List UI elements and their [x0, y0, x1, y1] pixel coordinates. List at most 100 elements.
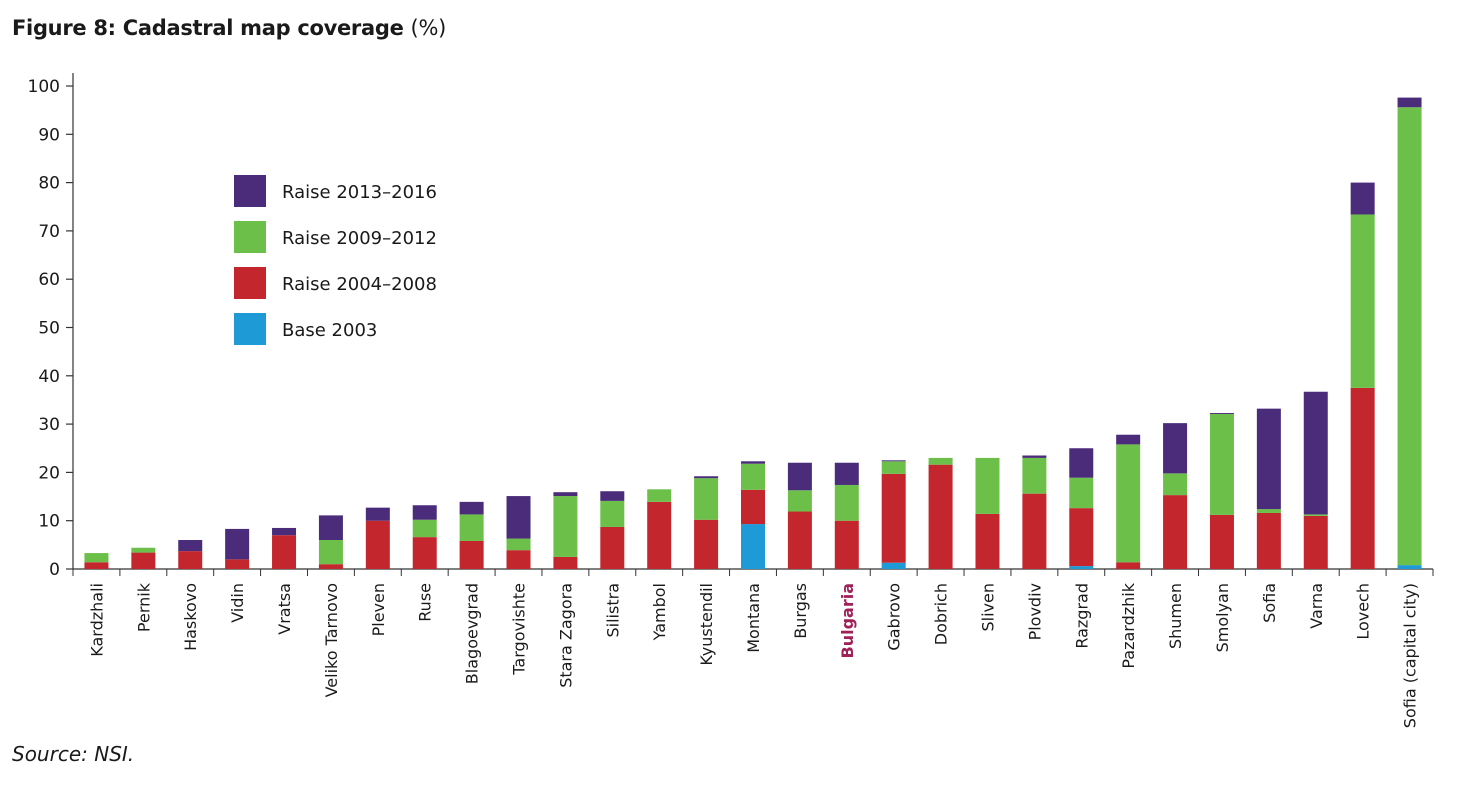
chart-title: Figure 8: Cadastral map coverage (%)	[12, 16, 446, 40]
y-tick-label: 100	[28, 77, 60, 97]
bar-segment-vidin	[225, 528, 250, 560]
bar-segment-smolyan	[1209, 413, 1234, 515]
bar-segment-dobrich	[928, 457, 953, 465]
x-category-label: Veliko Tarnovo	[322, 583, 341, 697]
chart-title-unit: (%)	[410, 16, 447, 40]
bar-segment-veliko-tarnovo	[318, 540, 343, 565]
bar-segment-sofia-capital-city-	[1397, 565, 1422, 569]
bar-segment-vidin	[225, 559, 250, 569]
bar-segment-blagoevgrad	[459, 540, 484, 569]
y-tick-label: 50	[38, 319, 60, 339]
bar-segment-shumen	[1163, 473, 1188, 496]
x-category-label: Bulgaria	[838, 583, 857, 659]
bar-segment-sliven	[975, 457, 1000, 514]
bar-segment-pernik	[131, 547, 156, 553]
bar-segment-pleven	[365, 507, 390, 521]
x-category-label: Varna	[1307, 583, 1326, 629]
bar-segment-pernik	[131, 552, 156, 569]
legend-swatch	[234, 221, 266, 253]
bar-segment-targovishte	[506, 550, 531, 569]
x-category-label: Pleven	[369, 583, 388, 636]
x-category-label: Haskovo	[181, 583, 200, 651]
x-category-label: Sofia	[1260, 583, 1279, 623]
bar-segment-burgas	[787, 511, 812, 569]
bar-segment-gabrovo	[881, 460, 906, 462]
x-category-label: Sliven	[978, 583, 997, 632]
x-category-label: Vratsa	[275, 583, 294, 635]
source-note: Source: NSI.	[12, 742, 135, 766]
y-tick-label: 90	[38, 125, 60, 145]
bar-segment-burgas	[787, 462, 812, 491]
bar-segment-pazardzhik	[1116, 434, 1141, 445]
x-category-label: Dobrich	[932, 583, 951, 645]
x-category-label: Vidin	[228, 583, 247, 623]
bar-segment-sliven	[975, 513, 1000, 569]
x-category-label: Razgrad	[1072, 583, 1091, 649]
x-category-label: Sofia (capital city)	[1401, 583, 1420, 728]
bar-segment-sofia-capital-city-	[1397, 107, 1422, 566]
bar-segment-lovech	[1350, 214, 1375, 388]
bar-segment-plovdiv	[1022, 455, 1047, 458]
bar-segment-haskovo	[178, 551, 203, 569]
bar-segment-kyustendil	[694, 478, 719, 520]
x-category-label: Montana	[744, 583, 763, 653]
bar-segment-razgrad	[1069, 448, 1094, 478]
bar-segment-silistra	[600, 526, 625, 569]
bar-segment-haskovo	[178, 540, 203, 552]
bar-segment-sofia	[1256, 408, 1281, 510]
x-category-label: Ruse	[416, 583, 435, 622]
bar-segment-sofia	[1256, 509, 1281, 513]
x-category-label: Lovech	[1354, 583, 1373, 640]
legend-label: Base 2003	[282, 320, 377, 341]
bar-segment-blagoevgrad	[459, 501, 484, 515]
bar-segment-bulgaria	[834, 462, 859, 485]
bar-segment-varna	[1303, 391, 1328, 515]
bar-segment-kyustendil	[694, 476, 719, 479]
bar-segment-stara-zagora	[553, 492, 578, 497]
y-tick-label: 60	[38, 270, 60, 290]
bar-segment-yambol	[647, 501, 672, 569]
bar-segment-stara-zagora	[553, 496, 578, 557]
x-category-label: Pernik	[134, 582, 153, 632]
bar-segment-kardzhali	[84, 562, 109, 569]
bar-segment-vratsa	[272, 535, 297, 569]
bar-segment-montana	[741, 489, 765, 525]
bar-segment-montana	[741, 461, 765, 464]
bar-segment-targovishte	[506, 496, 531, 539]
y-tick-label: 70	[38, 222, 60, 242]
bar-segment-gabrovo	[881, 562, 906, 569]
bar-segment-varna	[1303, 515, 1328, 569]
bar-segment-vratsa	[272, 527, 297, 536]
bar-segment-ruse	[412, 537, 437, 569]
x-category-label: Burgas	[791, 583, 810, 639]
legend-swatch	[234, 267, 266, 299]
x-category-label: Gabrovo	[885, 583, 904, 651]
bar-segment-gabrovo	[881, 473, 906, 563]
bar-segment-dobrich	[928, 464, 953, 569]
x-category-label: Plovdiv	[1025, 583, 1044, 640]
bar-segment-ruse	[412, 519, 437, 538]
legend-label: Raise 2004–2008	[282, 274, 437, 295]
bar-segment-targovishte	[506, 538, 531, 551]
bar-segment-pleven	[365, 520, 390, 569]
bar-segment-silistra	[600, 500, 625, 527]
bar-segment-razgrad	[1069, 477, 1094, 509]
bar-segment-shumen	[1163, 423, 1188, 474]
bar-segment-yambol	[647, 489, 672, 502]
legend-swatch	[234, 175, 266, 207]
bar-segment-lovech	[1350, 387, 1375, 569]
bar-segment-varna	[1303, 514, 1328, 516]
y-tick-label: 80	[38, 174, 60, 194]
bar-segment-bulgaria	[834, 484, 859, 521]
bar-segment-veliko-tarnovo	[318, 564, 343, 569]
legend-swatch	[234, 313, 266, 345]
bar-segment-blagoevgrad	[459, 514, 484, 541]
bar-segment-silistra	[600, 491, 625, 501]
bar-segment-montana	[741, 524, 765, 569]
bar-segment-gabrovo	[881, 461, 906, 474]
bar-segment-razgrad	[1069, 566, 1094, 569]
bar-segment-bulgaria	[834, 520, 859, 569]
y-tick-label: 20	[38, 463, 60, 483]
bar-segment-pazardzhik	[1116, 444, 1141, 563]
